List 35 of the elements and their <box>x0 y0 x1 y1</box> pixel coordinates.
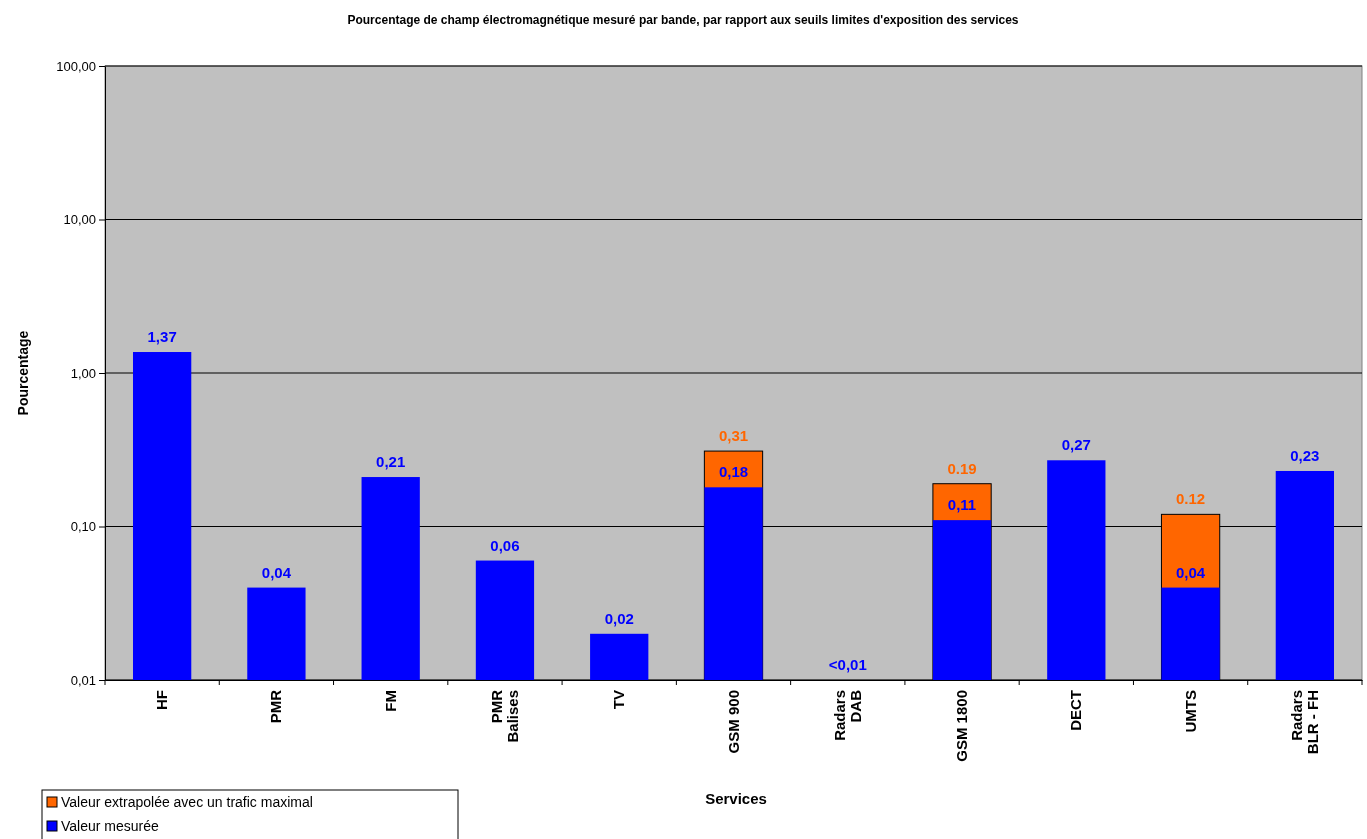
data-label: 0,06 <box>490 536 520 554</box>
y-tick-label: 100,00 <box>56 58 96 74</box>
x-tick-label: GSM 900 <box>724 690 742 754</box>
x-tick-label: UMTS <box>1181 690 1199 733</box>
y-axis-title: Pourcentage <box>15 330 31 416</box>
data-label: 0,21 <box>376 453 406 471</box>
y-tick-label: 0,01 <box>70 672 96 688</box>
text: <0,01 <box>828 656 867 673</box>
data-label: 0,23 <box>1290 446 1320 464</box>
data-label: 0,31 <box>718 427 749 445</box>
x-tick-label: PMR <box>267 689 285 724</box>
data-label: 0,18 <box>718 463 749 481</box>
data-label: 0,04 <box>261 563 292 581</box>
x-tick-label: Radars DAB <box>830 689 864 741</box>
x-tick-label: HF <box>153 690 171 710</box>
x-tick-label: FM <box>381 690 399 712</box>
x-tick-label: TV <box>610 690 628 710</box>
y-tick-label: 1,00 <box>70 365 96 381</box>
data-label: 0.12 <box>1175 490 1206 508</box>
legend-label: Valeur extrapolée avec un trafic maximal <box>61 794 313 810</box>
data-label: 0,02 <box>604 609 634 627</box>
data-label: 0,27 <box>1061 436 1091 454</box>
x-tick-label: Radars BLR - FH <box>1287 690 1321 755</box>
legend-label: Valeur mesurée <box>61 818 159 834</box>
data-label: 0,04 <box>1175 563 1206 581</box>
chart-title: Pourcentage de champ électromagnétique mesuré par bande, par rapport aux seuils limites d'exposition des services <box>347 13 1019 27</box>
y-tick-label: 0,10 <box>70 519 96 535</box>
data-label: 1,37 <box>147 328 177 346</box>
x-axis-title: Services <box>705 790 767 807</box>
data-label: 0,11 <box>947 496 977 514</box>
x-tick-label: GSM 1800 <box>953 690 971 762</box>
x-tick-label: PMR Balises <box>487 689 521 743</box>
y-tick-label: 10,00 <box>63 212 96 228</box>
x-tick-label: DECT <box>1067 690 1085 731</box>
data-label: 0.19 <box>947 459 977 477</box>
